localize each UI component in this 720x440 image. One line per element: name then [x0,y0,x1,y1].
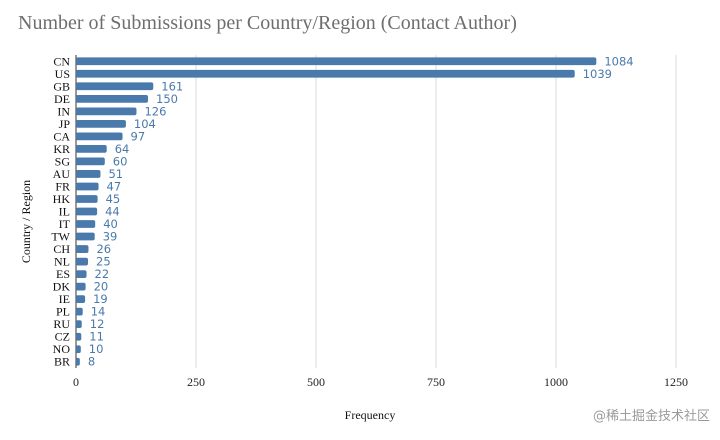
x-axis-title: Frequency [345,408,396,422]
category-labels: CNUSGBDEINJPCAKRSGAUFRHKILITTWCHNLESDKIE… [51,54,70,368]
value-label: 104 [134,117,156,131]
bar [76,357,80,366]
value-label: 8 [88,355,95,369]
value-label: 20 [94,280,109,294]
value-label: 150 [156,92,178,106]
value-label: 1084 [604,54,633,68]
value-label: 22 [95,267,110,281]
bar [76,307,83,316]
category-label: JP [59,117,71,131]
value-label: 25 [96,255,111,269]
x-tick-label: 1250 [664,375,688,389]
x-tick-label: 1000 [544,375,568,389]
category-label: CH [53,242,70,256]
x-tick-label: 750 [427,375,445,389]
chart-title: Number of Submissions per Country/Region… [18,12,517,34]
value-label: 161 [161,79,183,93]
category-label: RU [53,317,70,331]
category-label: NL [54,255,70,269]
value-label: 11 [89,330,104,344]
category-label: IT [59,217,71,231]
bar [76,345,81,354]
bar [76,119,126,128]
value-label: 39 [103,230,118,244]
value-label: 44 [105,205,120,219]
value-label: 40 [103,217,118,231]
category-label: PL [56,305,70,319]
category-label: BR [54,355,70,369]
category-label: IL [59,205,70,219]
category-label: CN [53,54,70,68]
bar [76,57,597,66]
bar [76,132,123,141]
bar [76,257,88,266]
category-label: HK [53,192,71,206]
bar [76,332,82,341]
value-label: 10 [89,342,104,356]
category-label: SG [55,154,71,168]
category-label: TW [51,230,70,244]
value-label: 14 [91,305,106,319]
category-label: DK [53,280,71,294]
bar [76,295,86,304]
bar [76,107,137,116]
value-label: 1039 [583,67,612,81]
value-label: 19 [93,292,108,306]
bars [76,57,597,366]
category-label: DE [54,92,70,106]
x-tick-label: 250 [187,375,205,389]
category-label: CZ [55,330,70,344]
bar [76,245,89,253]
category-label: ES [56,267,70,281]
value-label: 64 [115,142,130,156]
bar [76,270,87,278]
bar [76,282,86,291]
category-label: CA [53,129,70,143]
y-axis-title: Country / Region [19,180,33,263]
value-label: 26 [96,242,111,256]
bar [76,195,98,203]
bar [76,220,96,228]
value-label: 60 [113,154,128,168]
category-label: AU [53,167,71,181]
bar [76,207,98,216]
bar [76,94,148,103]
x-tick-label: 0 [73,375,79,389]
bar [76,182,99,191]
value-label: 126 [144,104,166,118]
bar [76,157,105,166]
category-label: NO [53,342,71,356]
bar [76,320,82,329]
bar [76,82,154,91]
value-label: 45 [106,192,121,206]
bar [76,232,95,241]
value-label: 97 [131,129,146,143]
value-label: 12 [90,317,105,331]
value-label: 51 [108,167,123,181]
x-tick-label: 500 [307,375,325,389]
category-label: US [55,67,70,81]
x-axis-ticks: 0 250 500 750 1000 1250 [73,375,688,389]
watermark: @稀土掘金技术社区 [592,409,710,424]
bar [76,69,575,78]
category-label: IN [57,104,70,118]
category-label: KR [53,142,70,156]
category-label: FR [55,179,70,193]
bar [76,170,101,178]
value-label: 47 [107,179,122,193]
category-label: IE [59,292,70,306]
category-label: GB [53,79,70,93]
bar [76,145,107,153]
